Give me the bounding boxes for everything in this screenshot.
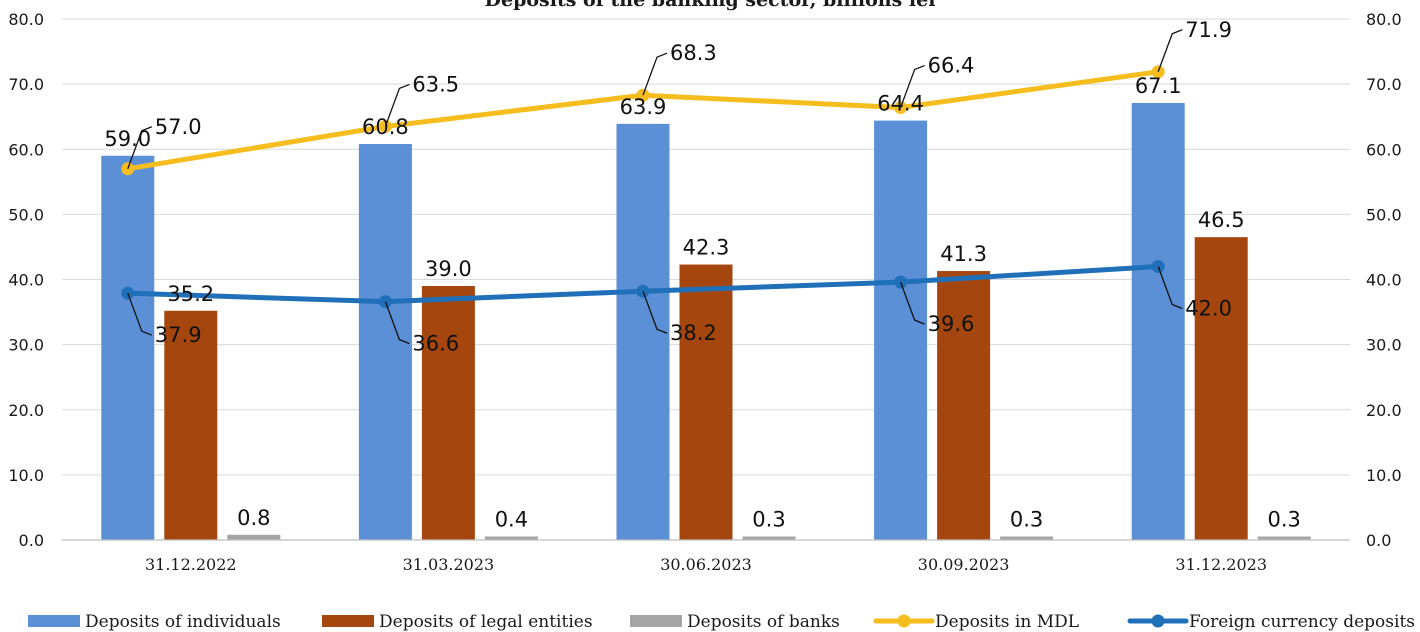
y-tick-label: 80.0 bbox=[8, 10, 44, 29]
leader-line bbox=[127, 126, 153, 170]
y-tick-label: 20.0 bbox=[8, 401, 44, 420]
line-data-label: 57.0 bbox=[155, 115, 202, 139]
bar-data-label: 35.2 bbox=[167, 282, 214, 306]
leader-line bbox=[899, 64, 925, 108]
legend-label: Foreign currency deposits bbox=[1189, 612, 1415, 632]
bar bbox=[358, 144, 412, 541]
bar-data-label: 0.4 bbox=[495, 508, 528, 532]
bar bbox=[679, 264, 733, 540]
y2-tick-label: 50.0 bbox=[1366, 205, 1402, 224]
bar bbox=[937, 271, 991, 540]
y2-tick-label: 10.0 bbox=[1366, 466, 1402, 485]
y-tick-label: 0.0 bbox=[19, 531, 44, 550]
bar-data-label: 42.3 bbox=[683, 236, 730, 260]
bar bbox=[1131, 103, 1185, 540]
line-data-label: 36.6 bbox=[412, 332, 459, 356]
bar bbox=[742, 536, 796, 540]
bar bbox=[1000, 536, 1054, 540]
bar-data-label: 0.3 bbox=[1267, 508, 1300, 532]
legend-swatch bbox=[630, 615, 682, 627]
line-data-label: 71.9 bbox=[1185, 18, 1232, 42]
line-data-label: 63.5 bbox=[412, 72, 459, 96]
bar bbox=[101, 155, 155, 540]
legend-label: Deposits of banks bbox=[687, 612, 840, 632]
y2-tick-label: 0.0 bbox=[1366, 531, 1391, 550]
bar bbox=[164, 310, 218, 540]
line-data-label: 37.9 bbox=[155, 323, 202, 347]
y2-tick-label: 40.0 bbox=[1366, 271, 1402, 290]
y2-tick-label: 80.0 bbox=[1366, 10, 1402, 29]
x-tick-label: 31.12.2023 bbox=[1175, 555, 1267, 574]
bar-data-label: 39.0 bbox=[425, 257, 472, 281]
bar-data-label: 67.1 bbox=[1135, 74, 1182, 98]
y2-tick-label: 70.0 bbox=[1366, 75, 1402, 94]
leader-line bbox=[642, 290, 668, 334]
legend-swatch bbox=[28, 615, 80, 627]
y2-tick-label: 60.0 bbox=[1366, 140, 1402, 159]
y2-tick-label: 30.0 bbox=[1366, 336, 1402, 355]
y-tick-label: 50.0 bbox=[8, 205, 44, 224]
x-tick-label: 30.09.2023 bbox=[918, 555, 1010, 574]
y2-tick-label: 20.0 bbox=[1366, 401, 1402, 420]
line-data-label: 39.6 bbox=[928, 312, 975, 336]
y-tick-label: 10.0 bbox=[8, 466, 44, 485]
bar-data-label: 63.9 bbox=[620, 95, 667, 119]
line-data-label: 68.3 bbox=[670, 41, 717, 65]
bar bbox=[484, 536, 538, 540]
bar-data-label: 64.4 bbox=[877, 92, 924, 116]
bar-data-label: 41.3 bbox=[940, 242, 987, 266]
bar bbox=[616, 123, 670, 540]
leader-line bbox=[1157, 266, 1183, 310]
leader-line bbox=[384, 83, 410, 127]
bar bbox=[1194, 237, 1248, 540]
legend-label: Deposits of legal entities bbox=[379, 612, 593, 632]
legend-label: Deposits in MDL bbox=[935, 612, 1079, 632]
bar bbox=[874, 120, 928, 540]
leader-line bbox=[1157, 29, 1183, 72]
line-data-label: 42.0 bbox=[1185, 296, 1232, 320]
y-tick-label: 60.0 bbox=[8, 140, 44, 159]
leader-line bbox=[127, 292, 153, 336]
bar-data-label: 0.3 bbox=[752, 508, 785, 532]
leader-line bbox=[642, 52, 668, 96]
y-tick-label: 70.0 bbox=[8, 75, 44, 94]
bar bbox=[227, 534, 281, 540]
y-tick-label: 40.0 bbox=[8, 271, 44, 290]
bar-data-label: 0.3 bbox=[1010, 508, 1043, 532]
y-tick-label: 30.0 bbox=[8, 336, 44, 355]
line-data-label: 38.2 bbox=[670, 321, 717, 345]
leader-line bbox=[899, 281, 925, 325]
bar bbox=[1257, 536, 1311, 540]
chart-title: Deposits of the banking sector, billions… bbox=[485, 0, 936, 11]
line-data-label: 66.4 bbox=[928, 54, 975, 78]
bar-data-label: 0.8 bbox=[237, 506, 270, 530]
legend-marker bbox=[1151, 614, 1165, 628]
x-tick-label: 31.03.2023 bbox=[403, 555, 495, 574]
leader-line bbox=[384, 301, 410, 345]
bar-data-label: 46.5 bbox=[1198, 208, 1245, 232]
x-tick-label: 30.06.2023 bbox=[660, 555, 752, 574]
legend: Deposits of individuals Deposits of legal… bbox=[28, 612, 1415, 632]
legend-marker bbox=[897, 614, 911, 628]
bar bbox=[421, 286, 475, 540]
legend-label: Deposits of individuals bbox=[85, 612, 281, 632]
bar-data-label: 60.8 bbox=[362, 115, 409, 139]
x-tick-label: 31.12.2022 bbox=[145, 555, 237, 574]
legend-swatch bbox=[322, 615, 374, 627]
